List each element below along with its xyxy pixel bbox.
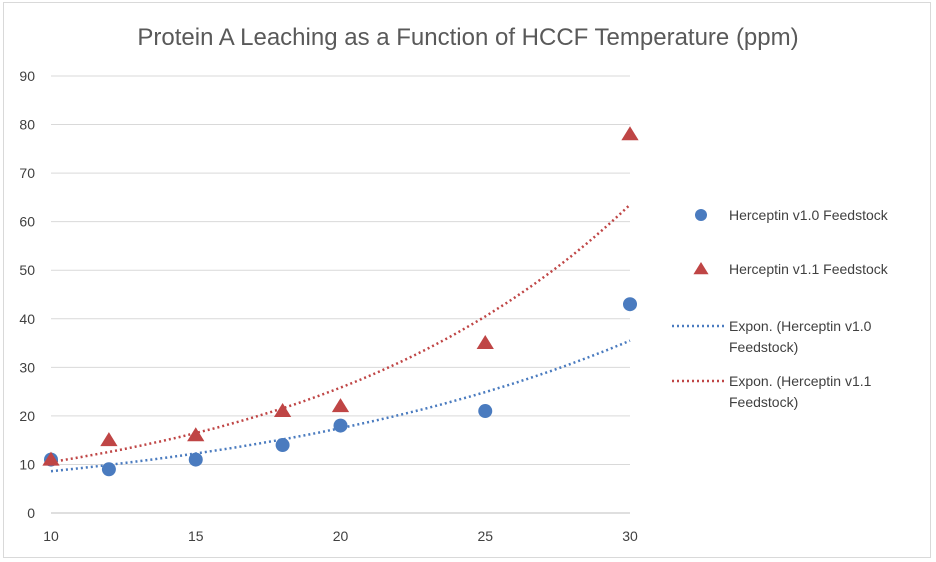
y-tick-label: 0 — [27, 505, 35, 521]
data-points — [42, 126, 639, 477]
x-tick-label: 20 — [333, 528, 349, 544]
gridlines — [51, 75, 630, 514]
data-point-series-1 — [623, 297, 637, 312]
legend-label-trendline-2-line-2: Feedstock) — [729, 394, 798, 410]
data-point-series-2 — [187, 427, 205, 442]
legend-label-series-2: Herceptin v1.1 Feedstock — [729, 261, 889, 277]
data-point-series-1 — [101, 462, 116, 477]
chart-svg: Protein A Leaching as a Function of HCCF… — [19, 24, 889, 544]
x-tick-label: 30 — [622, 528, 638, 544]
legend-entry-trendline-2: Expon. (Herceptin v1.1 Feedstock) — [672, 373, 872, 410]
y-tick-label: 10 — [19, 456, 35, 472]
y-tick-label: 60 — [19, 214, 35, 230]
data-point-series-1 — [478, 404, 493, 419]
legend-label-trendline-2-line-1: Expon. (Herceptin v1.1 — [729, 373, 872, 389]
legend: Herceptin v1.0 Feedstock Herceptin v1.1 … — [672, 207, 889, 410]
y-tick-label: 30 — [19, 359, 35, 375]
axis-ticks: 0 10 20 30 40 50 60 70 80 90 10 15 20 25 30 — [19, 68, 638, 544]
legend-entry-series-2: Herceptin v1.1 Feedstock — [693, 261, 889, 277]
chart-frame: Protein A Leaching as a Function of HCCF… — [3, 2, 931, 558]
y-tick-label: 90 — [19, 68, 35, 84]
data-point-series-2 — [476, 335, 494, 350]
x-tick-label: 15 — [188, 528, 204, 544]
data-point-series-2 — [42, 451, 60, 466]
legend-entry-trendline-1: Expon. (Herceptin v1.0 Feedstock) — [672, 318, 872, 355]
y-tick-label: 70 — [19, 165, 35, 181]
legend-label-trendline-1-line-2: Feedstock) — [729, 339, 798, 355]
data-point-series-2 — [273, 403, 292, 418]
legend-entry-series-1: Herceptin v1.0 Feedstock — [695, 207, 889, 223]
y-tick-label: 50 — [19, 262, 35, 278]
y-tick-label: 80 — [19, 117, 35, 133]
data-point-series-2 — [100, 432, 118, 447]
chart-title: Protein A Leaching as a Function of HCCF… — [137, 24, 798, 51]
legend-label-series-1: Herceptin v1.0 Feedstock — [729, 207, 889, 223]
legend-symbol-triangle — [693, 262, 709, 275]
legend-symbol-circle — [695, 209, 707, 221]
y-tick-label: 20 — [19, 408, 35, 424]
data-point-series-1 — [333, 418, 348, 433]
data-point-series-1 — [275, 438, 290, 453]
data-point-series-1 — [188, 452, 203, 467]
legend-label-trendline-1-line-1: Expon. (Herceptin v1.0 — [729, 318, 872, 334]
x-tick-label: 25 — [477, 528, 493, 544]
data-point-series-2 — [331, 398, 350, 413]
data-point-series-2 — [621, 126, 639, 141]
x-tick-label: 10 — [43, 528, 59, 544]
y-tick-label: 40 — [19, 311, 35, 327]
